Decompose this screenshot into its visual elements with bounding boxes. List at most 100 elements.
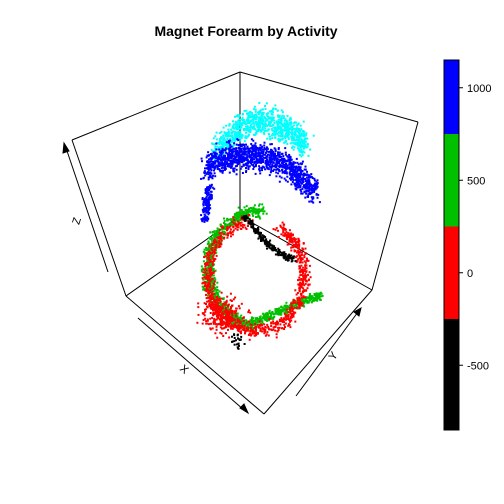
- point-blue: [250, 147, 253, 150]
- point-blue: [208, 189, 210, 191]
- point-blue: [233, 167, 236, 170]
- point-green: [238, 322, 241, 325]
- point-red: [259, 329, 262, 332]
- point-red: [288, 236, 291, 239]
- point-cyan: [243, 122, 246, 124]
- point-red: [240, 215, 243, 218]
- point-cyan: [245, 131, 247, 134]
- point-blue: [241, 172, 244, 174]
- point-blue: [305, 173, 308, 176]
- point-red: [245, 321, 248, 324]
- point-red: [244, 226, 247, 229]
- point-cyan: [274, 128, 277, 131]
- point-green: [248, 207, 251, 210]
- point-cyan: [264, 120, 267, 123]
- point-red: [277, 329, 280, 331]
- point-red: [290, 304, 293, 307]
- point-green: [222, 297, 225, 300]
- point-blue: [284, 163, 287, 166]
- point-cyan: [260, 116, 263, 119]
- point-red: [290, 319, 293, 322]
- point-cyan: [269, 138, 272, 141]
- point-red: [216, 310, 219, 313]
- point-cyan: [303, 151, 306, 154]
- point-cyan: [219, 139, 221, 142]
- point-blue: [213, 187, 216, 190]
- point-green: [220, 303, 223, 306]
- point-green: [252, 209, 255, 212]
- point-blue: [264, 162, 267, 165]
- point-cyan: [221, 139, 224, 142]
- point-cyan: [285, 133, 288, 136]
- point-black: [250, 225, 253, 228]
- point-cyan: [264, 127, 267, 130]
- point-red: [307, 259, 310, 262]
- point-red: [212, 311, 215, 314]
- point-green: [263, 318, 266, 321]
- point-red: [305, 289, 308, 292]
- point-blue: [231, 163, 234, 166]
- point-green: [212, 267, 215, 270]
- point-green: [297, 307, 300, 310]
- point-cyan: [254, 120, 257, 123]
- point-cyan: [231, 135, 234, 138]
- point-red: [229, 292, 232, 295]
- point-blue: [265, 150, 268, 153]
- point-green: [236, 212, 239, 215]
- point-cyan: [274, 132, 277, 135]
- point-cyan: [239, 127, 242, 130]
- point-cyan: [214, 145, 217, 148]
- point-cyan: [302, 150, 305, 153]
- point-blue: [262, 153, 265, 156]
- point-blue: [208, 184, 211, 187]
- point-blue: [238, 155, 241, 158]
- point-red: [208, 286, 211, 289]
- point-red: [297, 301, 300, 304]
- point-red: [296, 259, 299, 262]
- point-cyan: [295, 143, 298, 146]
- point-blue: [231, 161, 234, 164]
- point-red: [211, 249, 214, 252]
- point-black: [290, 257, 293, 260]
- point-red: [289, 234, 292, 237]
- point-green: [255, 209, 258, 212]
- point-blue: [242, 158, 245, 161]
- point-blue: [235, 155, 238, 158]
- point-blue: [278, 162, 280, 165]
- point-blue: [245, 170, 248, 172]
- point-cyan: [226, 143, 229, 145]
- point-green: [202, 286, 205, 289]
- point-blue: [289, 157, 291, 160]
- point-blue: [315, 193, 318, 195]
- point-red: [206, 262, 208, 265]
- point-blue: [260, 158, 263, 161]
- point-blue: [227, 156, 230, 159]
- point-cyan: [233, 140, 236, 142]
- point-cyan: [239, 137, 242, 140]
- point-blue: [281, 158, 283, 161]
- point-blue: [259, 146, 262, 149]
- point-blue: [290, 165, 293, 168]
- point-red: [256, 332, 259, 334]
- point-green: [246, 212, 249, 215]
- point-black: [236, 333, 239, 336]
- point-cyan: [250, 115, 253, 118]
- point-red: [298, 261, 301, 264]
- point-green: [202, 274, 205, 277]
- point-green: [266, 319, 268, 322]
- point-red: [299, 259, 302, 262]
- point-red: [205, 272, 208, 275]
- point-red: [243, 329, 245, 332]
- point-green: [309, 293, 311, 295]
- point-red: [289, 312, 292, 315]
- point-green: [205, 247, 208, 250]
- point-blue: [295, 172, 298, 175]
- point-red: [270, 325, 273, 327]
- point-cyan: [291, 145, 294, 148]
- point-blue: [285, 163, 288, 166]
- point-red: [250, 323, 253, 326]
- point-red: [281, 327, 284, 330]
- point-red: [217, 323, 220, 325]
- point-cyan: [297, 122, 300, 125]
- point-blue: [222, 169, 224, 172]
